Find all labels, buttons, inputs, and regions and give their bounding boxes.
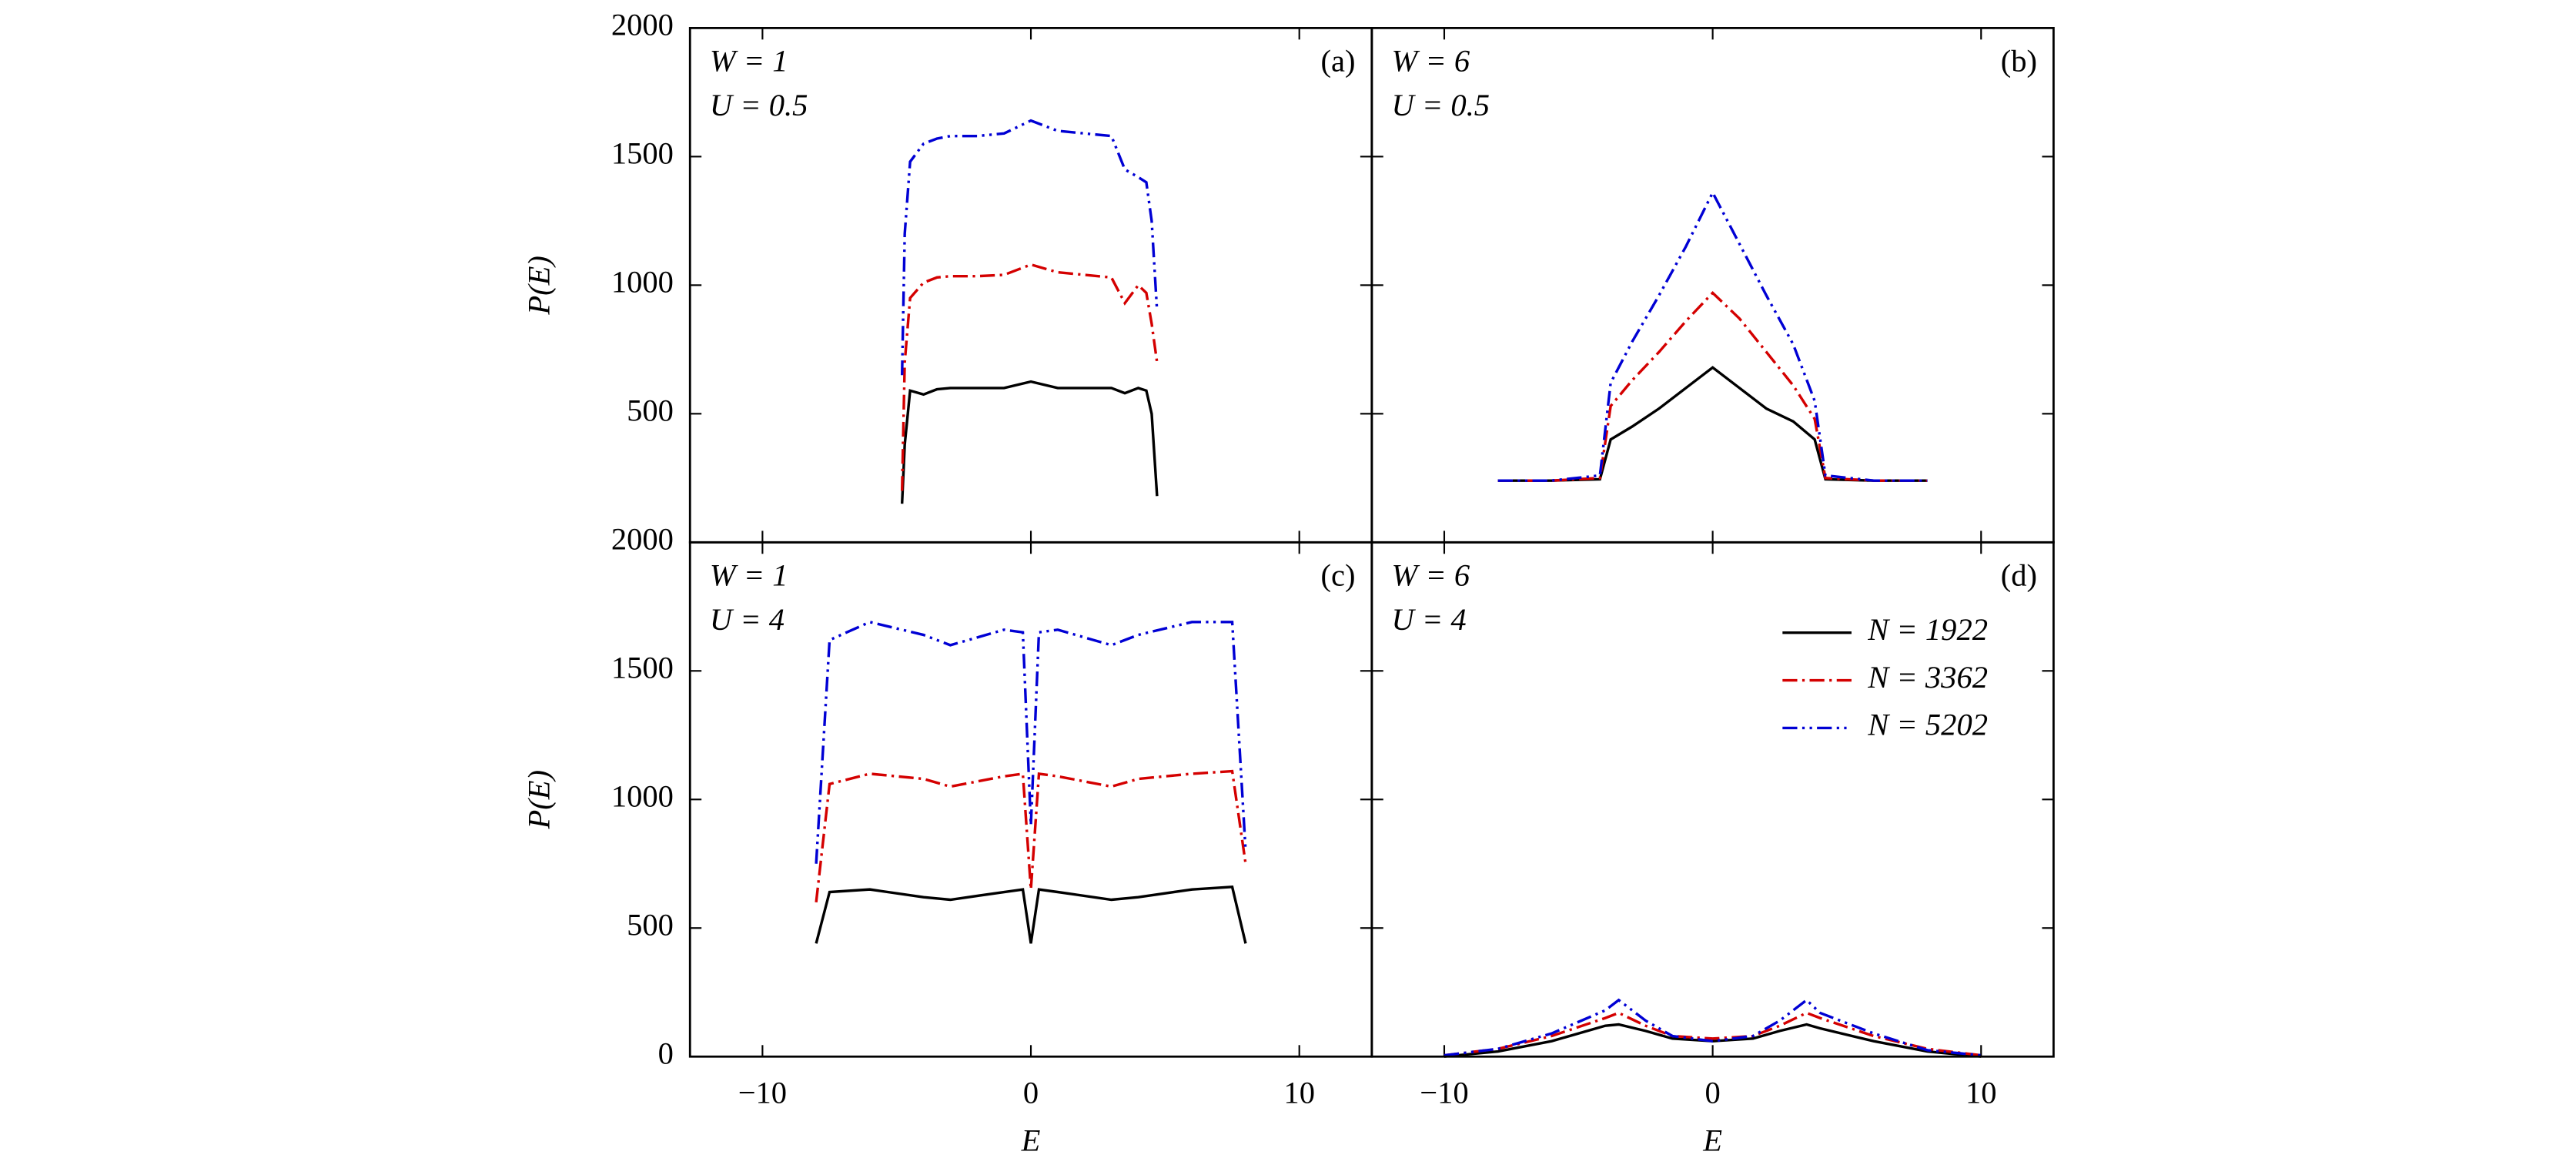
x-tick-label: 0 [1705, 1076, 1720, 1110]
annotation: W = 1 [710, 558, 788, 593]
series-line [900, 380, 1159, 504]
panel-label: (a) [1321, 44, 1356, 79]
panel-label: (c) [1321, 558, 1356, 593]
y-tick-label: 1500 [611, 651, 674, 685]
annotation: U = 4 [1391, 602, 1466, 637]
panel-label: (d) [2001, 558, 2037, 593]
annotation: W = 6 [1391, 558, 1470, 593]
x-tick-label: −10 [738, 1076, 787, 1110]
series-line [1497, 366, 1928, 482]
x-tick-label: 10 [1283, 1076, 1315, 1110]
x-axis-label: E [1021, 1123, 1041, 1158]
y-tick-label: 1500 [611, 136, 674, 171]
series-line [815, 621, 1247, 864]
y-tick-label: 500 [627, 393, 674, 428]
y-tick-label: 500 [627, 908, 674, 942]
series-line [1444, 998, 1982, 1057]
series-line [815, 885, 1247, 944]
annotation: U = 0.5 [1391, 88, 1490, 122]
series-line [1497, 189, 1928, 482]
y-axis-label: P(E) [521, 256, 556, 316]
y-axis-label: P(E) [521, 770, 556, 830]
legend-label: N = 3362 [1867, 660, 1988, 695]
series-line [900, 119, 1159, 376]
y-tick-label: 2000 [611, 8, 674, 42]
panel-label: (b) [2001, 44, 2037, 79]
panel-frame [1370, 541, 2055, 1058]
series-line [815, 769, 1247, 903]
y-tick-label: 1000 [611, 265, 674, 300]
series-line [1497, 290, 1928, 482]
legend-label: N = 5202 [1867, 708, 1988, 742]
x-axis-label: E [1702, 1123, 1722, 1158]
y-tick-label: 2000 [611, 522, 674, 557]
annotation: U = 4 [710, 602, 785, 637]
y-tick-label: 1000 [611, 779, 674, 814]
annotation: W = 6 [1391, 44, 1470, 79]
annotation: U = 0.5 [710, 88, 808, 122]
y-tick-label: 0 [658, 1036, 674, 1071]
legend-label: N = 1922 [1867, 612, 1988, 647]
annotation: W = 1 [710, 44, 788, 79]
x-tick-label: 0 [1023, 1076, 1039, 1110]
x-tick-label: 10 [1965, 1076, 1997, 1110]
series-line [1444, 1011, 1982, 1057]
x-tick-label: −10 [1420, 1076, 1468, 1110]
series-line [900, 263, 1159, 491]
